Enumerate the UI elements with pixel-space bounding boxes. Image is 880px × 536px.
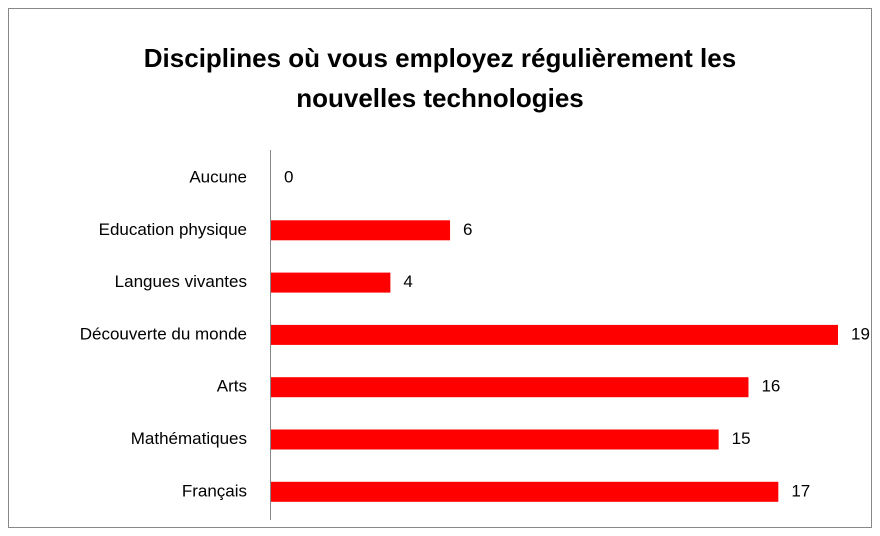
value-label: 0 [284,167,293,186]
category-label: Français [182,481,247,500]
value-label: 6 [463,220,472,239]
category-label: Arts [217,377,247,396]
category-label: Langues vivantes [115,272,247,291]
value-label: 16 [761,377,780,396]
value-label: 17 [791,481,810,500]
bar [271,220,451,241]
bar [271,272,391,293]
value-label: 19 [851,324,870,343]
bar [271,429,719,450]
category-label: Mathématiques [131,429,247,448]
category-label: Education physique [99,220,247,239]
value-label: 15 [732,429,751,448]
bar [271,481,779,502]
chart-title: Disciplines où vous employez régulièreme… [143,43,737,113]
category-label: Aucune [189,167,247,186]
bar [271,324,838,345]
bar [271,377,749,398]
value-label: 4 [403,272,412,291]
category-label: Découverte du monde [80,324,247,343]
